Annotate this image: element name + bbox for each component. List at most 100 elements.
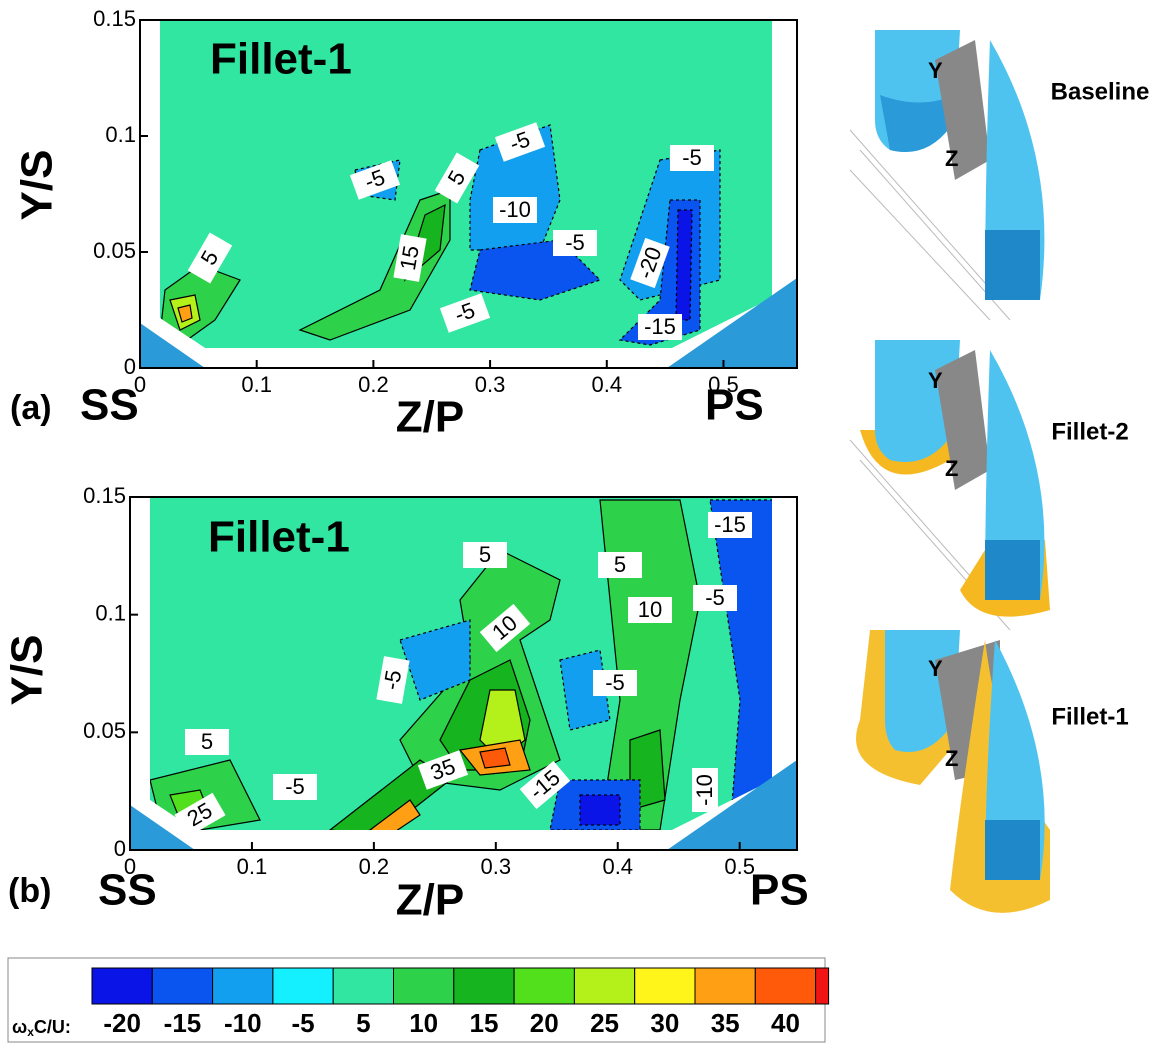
- x-tick-label: 0.1: [241, 372, 272, 397]
- colorbar-tick-label: 25: [590, 1008, 619, 1038]
- contour-panel: 00.10.20.30.40.500.050.10.15Fillet-1Z/PY…: [10, 6, 797, 442]
- colorbar-swatch: [394, 968, 454, 1004]
- axis-y-label: Y: [928, 368, 943, 393]
- contour-label-box: -5: [273, 774, 317, 800]
- side-label: SS: [80, 381, 139, 430]
- colorbar-swatch: [454, 968, 514, 1004]
- y-axis-label: Y/S: [13, 150, 62, 221]
- colorbar-tick-label: -20: [103, 1008, 141, 1038]
- contour-label: 5: [479, 542, 491, 567]
- colorbar-tick-label: 5: [356, 1008, 370, 1038]
- side-label: PS: [705, 381, 764, 430]
- contour-label: -15: [714, 512, 746, 537]
- contour-label: -5: [285, 774, 305, 799]
- colorbar-tick-label: -10: [224, 1008, 262, 1038]
- contour-label-box: -5: [553, 230, 597, 256]
- contour-label: -5: [565, 230, 585, 255]
- contour-label: -5: [682, 145, 702, 170]
- colorbar-label: ωxC/U:: [12, 1017, 71, 1039]
- contour-label-box: -5: [670, 145, 714, 171]
- colorbar-tick-label: 30: [650, 1008, 679, 1038]
- y-tick-label: 0.15: [83, 483, 126, 508]
- geometry-label: Fillet-1: [1051, 703, 1128, 730]
- colorbar-label-part: ω: [12, 1017, 27, 1037]
- colorbar-swatch: [213, 968, 273, 1004]
- x-tick-label: 0.4: [602, 854, 633, 879]
- contour-label-box: 5: [185, 729, 229, 755]
- y-axis-label: Y/S: [3, 635, 52, 706]
- geometry-fillet-1: [856, 630, 1050, 913]
- contour-label-box: 10: [628, 597, 672, 623]
- x-axis-label: Z/P: [396, 393, 464, 442]
- contour-label-box: -5: [693, 585, 737, 611]
- colorbar-tick-label: -5: [291, 1008, 314, 1038]
- colorbar-swatch: [695, 968, 755, 1004]
- contour-region: [676, 210, 692, 320]
- contour-label-box: 5: [598, 552, 642, 578]
- colorbar-tick-label: -15: [164, 1008, 202, 1038]
- colorbar-tick-label: 35: [711, 1008, 740, 1038]
- colorbar-tick-label: 40: [771, 1008, 800, 1038]
- contour-label-box: -10: [692, 768, 718, 812]
- panel-title: Fillet-1: [210, 35, 352, 84]
- x-tick-label: 0.3: [475, 372, 506, 397]
- geometry-fillet-2: [850, 340, 1050, 630]
- side-label: SS: [98, 866, 157, 915]
- contour-region: [480, 748, 510, 768]
- colorbar-tick-label: 20: [530, 1008, 559, 1038]
- contour-panel: 00.10.20.30.40.500.050.10.15Fillet-1Z/PY…: [3, 483, 809, 925]
- geometry-label: Fillet-2: [1051, 418, 1128, 445]
- y-tick-label: 0.05: [93, 238, 136, 263]
- contour-label-box: -5: [593, 670, 637, 696]
- colorbar-swatch: [152, 968, 212, 1004]
- x-axis-label: Z/P: [396, 876, 464, 925]
- colorbar-tick-label: 10: [409, 1008, 438, 1038]
- colorbar-swatch: [574, 968, 634, 1004]
- contour-label: -10: [499, 197, 531, 222]
- contour-label-box: -15: [638, 314, 682, 340]
- y-tick-label: 0.15: [93, 6, 136, 31]
- contour-label-box: -10: [493, 197, 537, 223]
- y-tick-label: 0.1: [105, 122, 136, 147]
- colorbar-swatch: [635, 968, 695, 1004]
- colorbar-swatch: [273, 968, 333, 1004]
- colorbar-swatch: [514, 968, 574, 1004]
- colorbar-swatch: [92, 968, 152, 1004]
- x-tick-label: 0.2: [358, 372, 389, 397]
- y-tick-label: 0: [124, 354, 136, 379]
- colorbar-swatch: [816, 968, 829, 1004]
- geometry-label: Baseline: [1051, 78, 1150, 105]
- colorbar-swatch: [755, 968, 815, 1004]
- axis-z-label: Z: [945, 456, 958, 481]
- contour-region: [580, 795, 620, 825]
- axis-y-label: Y: [928, 656, 943, 681]
- geometry-baseline: [850, 30, 1044, 320]
- y-tick-label: 0: [114, 836, 126, 861]
- panel-title: Fillet-1: [208, 513, 350, 562]
- contour-label: -10: [692, 774, 717, 806]
- contour-label: 15: [395, 244, 424, 272]
- colorbar-tick-label: 15: [469, 1008, 498, 1038]
- panel-label: (a): [10, 389, 52, 427]
- axis-z-label: Z: [945, 746, 958, 771]
- x-tick-label: 0.2: [359, 854, 390, 879]
- side-label: PS: [750, 866, 809, 915]
- contour-label: 5: [614, 552, 626, 577]
- contour-label: -5: [705, 585, 725, 610]
- contour-label: 10: [638, 597, 662, 622]
- y-tick-label: 0.1: [95, 600, 126, 625]
- contour-label: -5: [605, 670, 625, 695]
- x-tick-label: 0.4: [591, 372, 622, 397]
- y-tick-label: 0.05: [83, 718, 126, 743]
- contour-label-box: -15: [708, 512, 752, 538]
- x-tick-label: 0.3: [481, 854, 512, 879]
- figure: 00.10.20.30.40.500.050.10.15Fillet-1Z/PY…: [0, 0, 1173, 1052]
- axis-z-label: Z: [945, 146, 958, 171]
- panel-label: (b): [8, 872, 51, 910]
- x-tick-label: 0.1: [237, 854, 268, 879]
- axis-y-label: Y: [928, 58, 943, 83]
- colorbar-label-part: C/U:: [34, 1017, 71, 1037]
- contour-label: -15: [644, 314, 676, 339]
- contour-label-box: 5: [463, 542, 507, 568]
- contour-label: 5: [201, 729, 213, 754]
